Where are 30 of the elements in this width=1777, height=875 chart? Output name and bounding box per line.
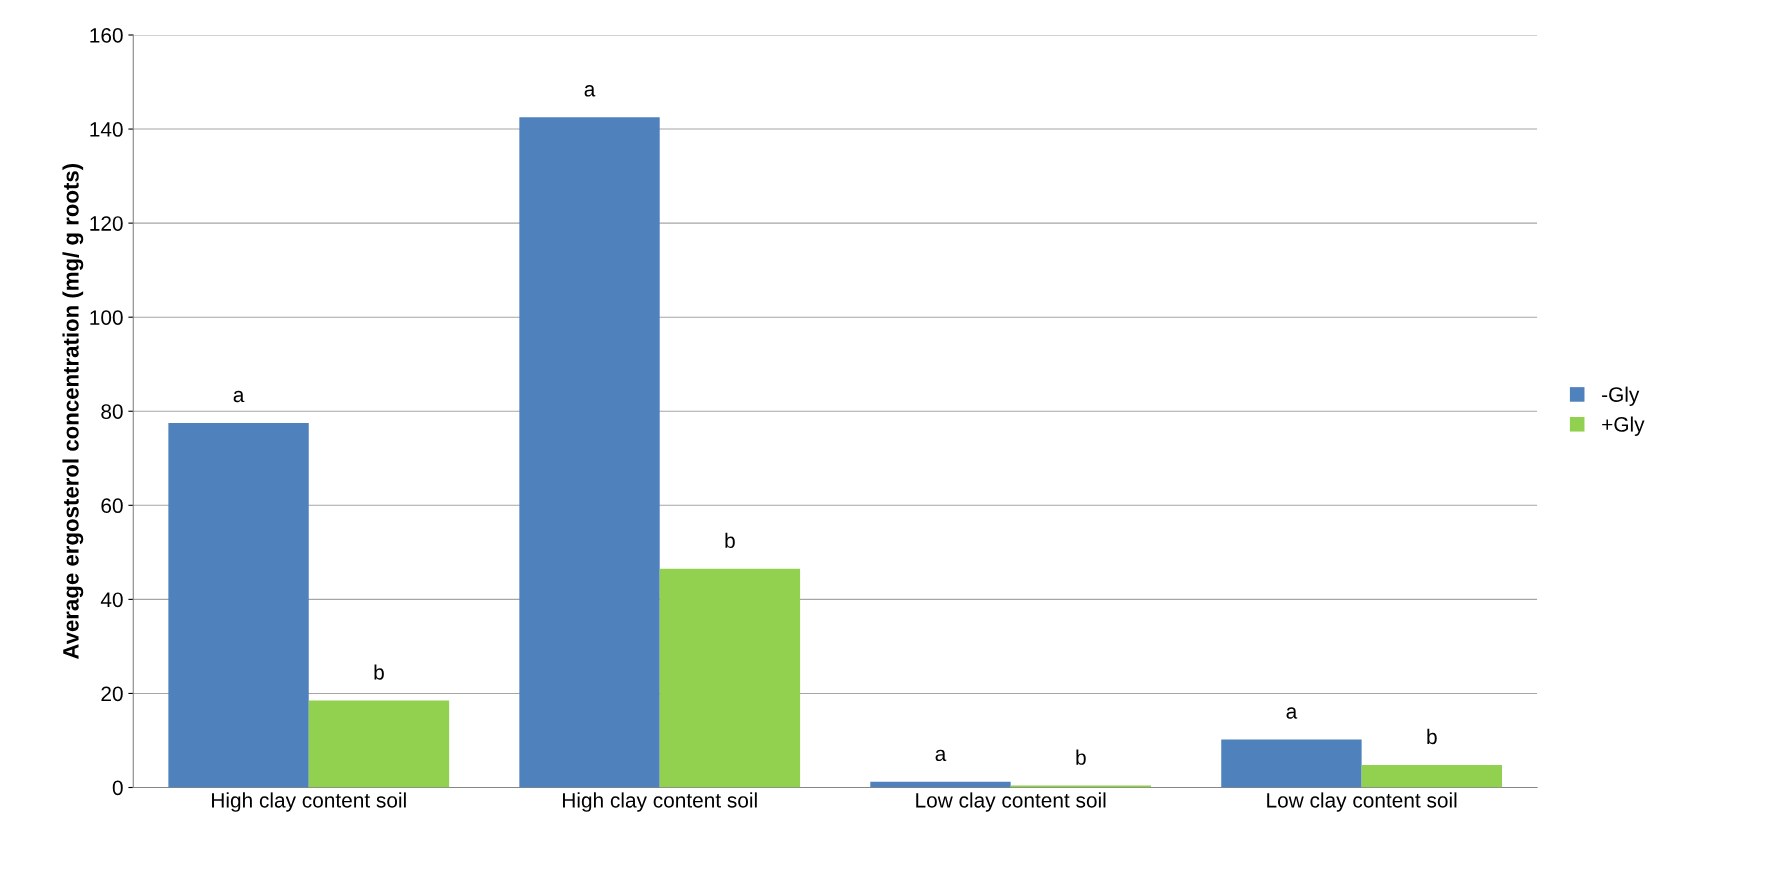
y-tick-label: 20 xyxy=(101,686,123,702)
bar xyxy=(1361,764,1503,788)
y-tick-label: 140 xyxy=(90,122,123,137)
y-tick-label: 100 xyxy=(90,310,123,325)
legend-label: -Gly xyxy=(1602,386,1640,407)
y-tick-label: 0 xyxy=(112,780,123,796)
bar xyxy=(168,423,309,788)
bar xyxy=(1221,739,1362,788)
data-label: a xyxy=(935,749,947,762)
data-label: b xyxy=(725,532,735,549)
x-tick-label: High clay content soil xyxy=(563,792,757,812)
y-tick-label: 80 xyxy=(101,404,123,419)
data-label: b xyxy=(1076,749,1086,765)
y-tick-label: 120 xyxy=(90,216,123,231)
x-tick-label: Low clay content soil xyxy=(916,792,1106,812)
y-tick-label: 60 xyxy=(101,498,123,514)
data-label: a xyxy=(1286,707,1298,719)
data-label: a xyxy=(584,85,596,97)
data-label: b xyxy=(1427,728,1437,745)
x-tick-label: Low clay content soil xyxy=(1267,792,1457,812)
y-tick-label: 160 xyxy=(90,28,123,43)
data-label: a xyxy=(233,390,245,403)
legend-label: +Gly xyxy=(1602,416,1645,436)
bar xyxy=(519,117,660,788)
y-tick-label: 40 xyxy=(100,592,123,608)
x-tick-label: High clay content soil xyxy=(212,792,406,812)
bar xyxy=(308,700,450,788)
data-label: b xyxy=(374,664,384,680)
bar xyxy=(659,568,801,788)
y-axis-title: Average ergosterol concentration (mg/ g roots) xyxy=(62,163,84,660)
